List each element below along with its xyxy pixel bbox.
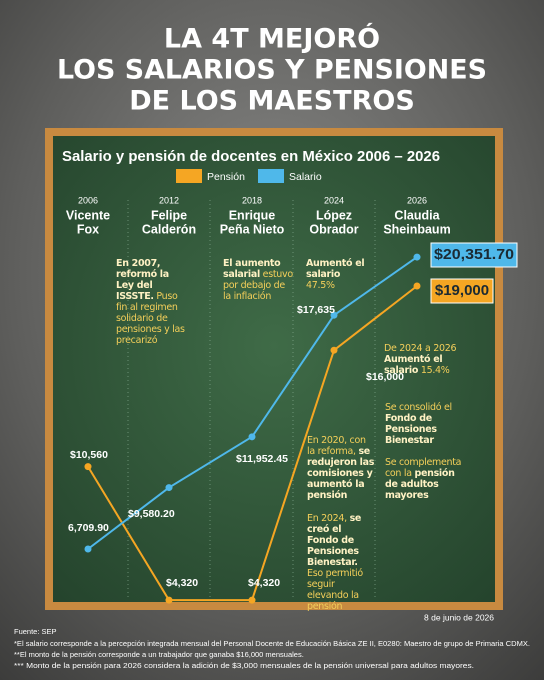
point: [165, 484, 173, 492]
value-label: 6,709.90: [68, 522, 109, 534]
annotation-text: se creó el Fondo de Pensiones Bienestar.: [307, 513, 362, 568]
annotation: De 2024 a 2026 Aumentó el salario 15.4%: [384, 343, 464, 376]
footnote: *El salario corresponde a la percepción …: [14, 639, 530, 648]
annotation-text: En 2007, reformó la Ley del ISSSTE.: [116, 258, 169, 302]
title-line: LOS SALARIOS Y PENSIONES: [57, 55, 487, 86]
annotation-text: En 2020, con la reforma,: [307, 435, 366, 457]
annotation-text: De 2024 a 2026: [384, 343, 457, 354]
president-name: Sheinbaum: [383, 222, 450, 236]
date: 8 de junio de 2026: [424, 612, 494, 622]
president-name: Enrique: [229, 208, 276, 222]
point: [165, 596, 173, 604]
year-label: 2012: [159, 195, 179, 205]
annotation-text: En 2024,: [307, 513, 350, 524]
president-name: Peña Nieto: [220, 222, 285, 236]
value-label: $4,320: [248, 577, 280, 589]
point: [413, 282, 421, 290]
source: Fuente: SEP: [14, 627, 57, 636]
value-label: $19,000: [435, 282, 489, 299]
label-box: [430, 278, 494, 304]
annotation: En 2024, se creó el Fondo de Pensiones B…: [307, 513, 375, 612]
chart-title: Salario y pensión de docentes en México …: [62, 148, 440, 165]
legend-swatch: [176, 169, 202, 183]
footnote: **El monto de la pensión corresponde a u…: [14, 650, 304, 659]
year-label: 2024: [324, 195, 344, 205]
annotation-text: Aumentó el salario: [384, 354, 443, 376]
annotation-text: Fondo de Pensiones Bienestar: [385, 413, 437, 446]
point: [413, 253, 421, 261]
president-name: Obrador: [309, 222, 358, 236]
president-name: López: [316, 208, 352, 222]
president-name: Claudia: [394, 208, 440, 222]
annotation-text: estuvo por debajo de la inflación: [223, 269, 293, 302]
legend-label: Pensión: [207, 171, 245, 183]
value-label: $11,952.45: [236, 453, 288, 465]
president-name: Calderón: [142, 222, 196, 236]
point: [330, 346, 338, 354]
annotation: El aumento salarial estuvo por debajo de…: [223, 258, 295, 302]
annotation-text: 47.5%: [306, 280, 335, 291]
value-label: $4,320: [166, 577, 198, 589]
annotation: Se complementa con la pensión de adultos…: [385, 457, 465, 501]
value-label: $9,580.20: [128, 508, 175, 520]
annotation: En 2007, reformó la Ley del ISSSTE. Puso…: [116, 258, 186, 346]
president-name: Felipe: [151, 208, 187, 222]
annotation-text: Aumentó el salario: [306, 258, 365, 280]
title-line: LA 4T MEJORÓ: [164, 23, 380, 55]
year-label: 2026: [407, 195, 427, 205]
label-box: [430, 242, 518, 268]
annotation-text: 15.4%: [418, 365, 450, 376]
annotation: Aumentó el salario 47.5%: [306, 258, 366, 291]
value-label: $20,351.70: [434, 246, 514, 263]
point: [248, 596, 256, 604]
annotation-text: se redujeron las comisiones y aumentó la…: [307, 446, 375, 501]
point: [248, 433, 256, 441]
annotation-text: El aumento salarial: [223, 258, 281, 280]
year-label: 2018: [242, 195, 262, 205]
footnote: *** Monto de la pensión para 2026 consid…: [14, 661, 474, 670]
value-label: $10,560: [70, 449, 108, 461]
annotation-text: Se consolidó el: [385, 402, 452, 413]
president-name: Vicente: [66, 208, 110, 222]
value-label: $16,000: [366, 371, 404, 383]
point: [330, 311, 338, 319]
value-label: $17,635: [297, 304, 335, 316]
point: [84, 463, 92, 471]
chalkboard: [53, 136, 495, 602]
point: [84, 545, 92, 553]
annotation-text: Puso fin al regimen solidario de pension…: [116, 291, 185, 346]
legend-label: Salario: [289, 171, 322, 183]
title-line: DE LOS MAESTROS: [129, 86, 415, 117]
president-name: Fox: [77, 222, 99, 236]
annotation-text: Eso permitió seguir elevando la pensión: [307, 568, 363, 612]
year-label: 2006: [78, 195, 98, 205]
annotation: Se consolidó el Fondo de Pensiones Biene…: [385, 402, 465, 446]
annotation-text: Se complementa con la: [385, 457, 462, 479]
annotation: En 2020, con la reforma, se redujeron la…: [307, 435, 375, 501]
legend-swatch: [258, 169, 284, 183]
annotation-text: pensión de adultos mayores: [385, 468, 455, 501]
